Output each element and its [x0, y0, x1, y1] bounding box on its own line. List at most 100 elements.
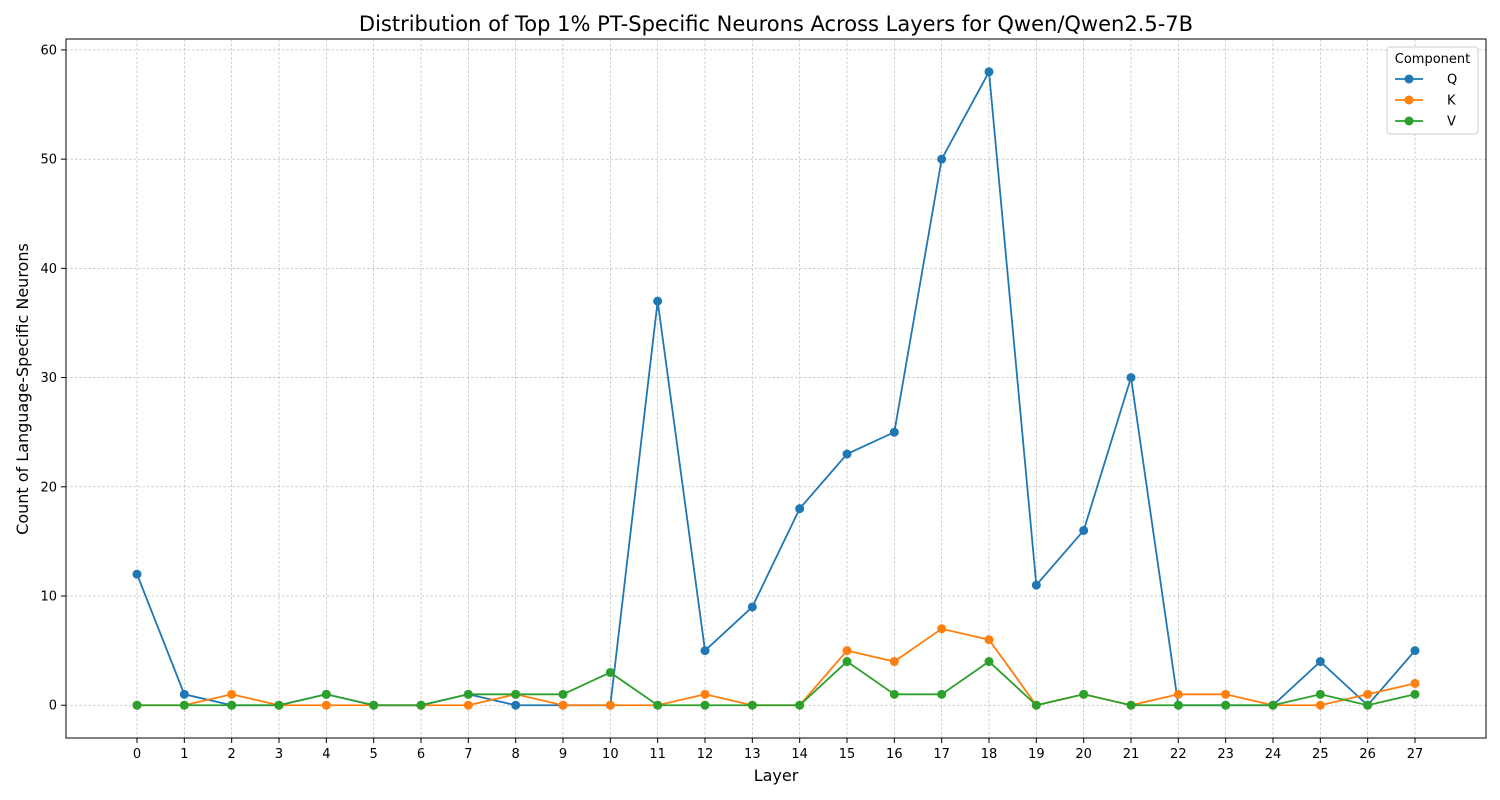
x-tick-label: 12: [697, 747, 714, 762]
x-tick-label: 10: [602, 747, 619, 762]
series-line-q: [136, 68, 1416, 707]
data-point-v: [511, 689, 521, 699]
data-point-q: [795, 504, 805, 514]
data-point-v: [747, 700, 757, 710]
x-tick-label: 27: [1407, 747, 1424, 762]
series-q: [132, 67, 1420, 710]
data-point-v: [700, 700, 710, 710]
data-point-v: [416, 700, 426, 710]
data-point-v: [1126, 700, 1136, 710]
data-point-q: [1315, 657, 1325, 667]
data-point-k: [700, 689, 710, 699]
data-point-k: [1410, 678, 1420, 688]
legend-item-v: V: [1395, 115, 1456, 130]
legend-title: Component: [1395, 52, 1470, 67]
y-tick-label: 0: [49, 699, 57, 714]
data-point-v: [558, 689, 568, 699]
data-point-q: [700, 646, 710, 656]
grid: [66, 39, 1486, 738]
data-point-k: [463, 700, 473, 710]
legend-marker: [1404, 95, 1414, 105]
legend-label: V: [1447, 115, 1456, 130]
data-point-q: [653, 296, 663, 306]
data-point-k: [842, 646, 852, 656]
y-tick-label: 60: [40, 43, 57, 58]
data-point-q: [842, 449, 852, 459]
data-point-v: [1363, 700, 1373, 710]
x-tick-label: 5: [370, 747, 378, 762]
data-point-v: [842, 657, 852, 667]
data-point-q: [1079, 525, 1089, 535]
legend: Component QKV: [1386, 46, 1479, 135]
data-point-k: [605, 700, 615, 710]
series-line-v: [137, 660, 1416, 707]
chart-title: Distribution of Top 1% PT-Specific Neuro…: [359, 12, 1193, 36]
data-point-v: [889, 689, 899, 699]
x-tick-label: 7: [464, 747, 472, 762]
series-group: [132, 67, 1420, 710]
y-tick-label: 10: [40, 590, 57, 605]
data-point-v: [369, 700, 379, 710]
x-tick-label: 2: [228, 747, 236, 762]
x-axis-label: Layer: [754, 766, 799, 785]
data-point-k: [1363, 689, 1373, 699]
x-tick-label: 16: [886, 747, 903, 762]
data-point-q: [132, 569, 142, 579]
data-point-v: [1268, 700, 1278, 710]
x-tick-label: 22: [1170, 747, 1187, 762]
data-point-q: [984, 67, 994, 77]
x-tick-label: 9: [559, 747, 567, 762]
x-tick-label: 18: [981, 747, 998, 762]
data-point-v: [1173, 700, 1183, 710]
data-point-q: [511, 700, 521, 710]
plot-area: [65, 38, 1487, 739]
data-point-v: [321, 689, 331, 699]
legend-label: Q: [1447, 73, 1457, 88]
x-tick-label: 24: [1265, 747, 1282, 762]
x-tick-label: 19: [1028, 747, 1045, 762]
y-axis-label: Count of Language-Specific Neurons: [13, 243, 32, 535]
x-tick-label: 17: [933, 747, 950, 762]
data-point-v: [1221, 700, 1231, 710]
data-point-k: [1315, 700, 1325, 710]
series-v: [132, 657, 1420, 710]
x-tick-label: 4: [322, 747, 330, 762]
x-tick-label: 13: [744, 747, 761, 762]
data-point-v: [132, 700, 142, 710]
data-point-v: [1031, 700, 1041, 710]
data-point-k: [889, 657, 899, 667]
data-point-v: [1079, 689, 1089, 699]
data-point-q: [937, 154, 947, 164]
data-point-k: [321, 700, 331, 710]
data-point-v: [937, 689, 947, 699]
data-point-v: [274, 700, 284, 710]
data-point-v: [463, 689, 473, 699]
data-point-k: [1173, 689, 1183, 699]
data-point-k: [227, 689, 237, 699]
data-point-v: [653, 700, 663, 710]
legend-marker: [1404, 74, 1414, 84]
data-point-v: [1410, 689, 1420, 699]
data-point-q: [179, 689, 189, 699]
data-point-v: [1315, 689, 1325, 699]
x-tick-label: 0: [133, 747, 141, 762]
x-tick-label: 20: [1075, 747, 1092, 762]
data-point-q: [889, 427, 899, 437]
y-tick-label: 20: [40, 480, 57, 495]
x-tick-label: 11: [649, 747, 666, 762]
data-point-k: [1221, 689, 1231, 699]
y-tick-label: 50: [40, 153, 57, 168]
x-tick-label: 14: [791, 747, 808, 762]
x-tick-label: 8: [512, 747, 520, 762]
x-axis-ticks: 0 1 2 3 4 5 6 7 8 9 10 11 12 13 14 15 16 17 18 19 20 21 22 23 24…: [133, 738, 1423, 762]
data-point-v: [179, 700, 189, 710]
data-point-v: [984, 657, 994, 667]
x-tick-label: 1: [180, 747, 188, 762]
data-point-v: [605, 667, 615, 677]
x-tick-label: 15: [839, 747, 856, 762]
x-tick-label: 6: [417, 747, 425, 762]
data-point-q: [1126, 373, 1136, 383]
data-point-k: [937, 624, 947, 634]
legend-item-q: Q: [1395, 73, 1457, 88]
